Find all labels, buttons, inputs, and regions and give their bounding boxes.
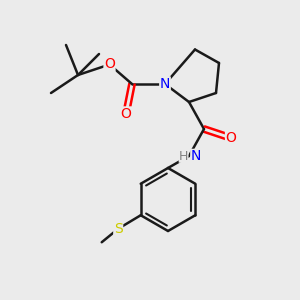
Text: H: H: [179, 149, 188, 163]
Text: O: O: [226, 131, 236, 145]
Text: O: O: [104, 58, 115, 71]
Text: S: S: [114, 222, 123, 236]
Text: N: N: [190, 149, 201, 163]
Text: N: N: [160, 77, 170, 91]
Text: O: O: [121, 107, 131, 121]
